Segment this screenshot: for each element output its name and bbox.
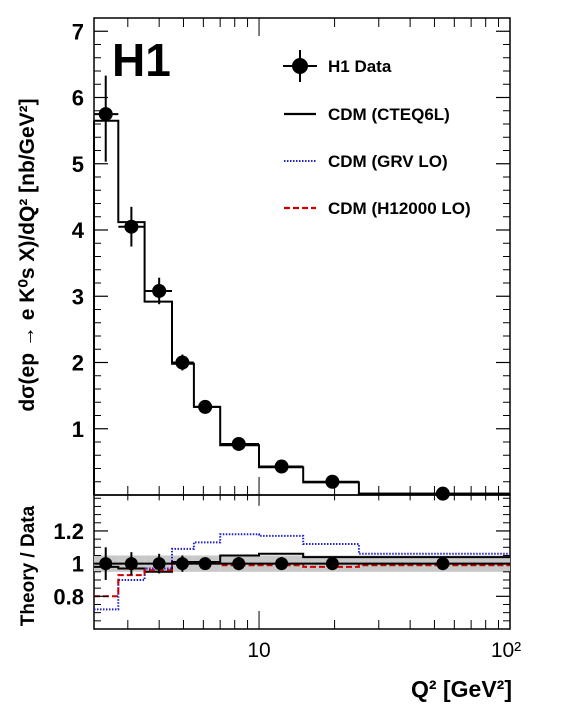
ratio-point-1 [124, 557, 138, 571]
xtick-label-1: 10² [491, 639, 521, 662]
ratio-ytick-label-1: 1 [72, 552, 84, 577]
data-point-0 [98, 107, 113, 122]
ratio-point-7 [325, 557, 339, 571]
axis-ticks [94, 18, 511, 629]
top-ytick-label-4: 4 [72, 218, 85, 243]
h1-logo: H1 [112, 34, 171, 86]
data-point-2 [152, 283, 167, 298]
data-point-5 [231, 436, 246, 451]
legend-label-grv: CDM (GRV LO) [328, 152, 448, 171]
ratio-ytick-label-0: 0.8 [53, 584, 84, 609]
top-ytick-label-2: 2 [72, 351, 84, 376]
data-point-8 [435, 486, 450, 501]
legend-label-h12000: CDM (H12000 LO) [328, 199, 471, 218]
xtick-label-0: 10 [247, 639, 270, 662]
ratio-data-points [94, 547, 510, 580]
top-y-axis-label: dσ(ep → e K⁰s X)/dQ² [nb/GeV²] [16, 98, 39, 411]
legend-data-marker [292, 58, 308, 74]
top-ytick-label-5: 5 [72, 152, 84, 177]
cteq6l-histogram [93, 119, 510, 495]
ratio-point-8 [436, 557, 450, 571]
legend-label-cteq6l: CDM (CTEQ6L) [328, 105, 450, 124]
top-panel-frame [93, 17, 511, 496]
ratio-point-5 [232, 557, 246, 571]
ratio-point-6 [275, 557, 289, 571]
data-point-1 [124, 219, 139, 234]
data-point-7 [325, 474, 340, 489]
x-axis-label: Q² [GeV²] [411, 676, 512, 702]
data-point-4 [198, 399, 213, 414]
h1-data-points [94, 75, 510, 501]
ratio-y-axis-label: Theory / Data [18, 505, 39, 626]
legend: H1 Data CDM (CTEQ6L) CDM (GRV LO) CDM (H… [283, 50, 471, 218]
legend-label-h1-data: H1 Data [328, 57, 392, 76]
top-ytick-label-6: 6 [72, 86, 84, 111]
ratio-point-3 [175, 557, 189, 571]
ratio-ytick-label-2: 1.2 [53, 519, 84, 544]
data-point-6 [274, 459, 289, 474]
cteq6l-step-line [94, 119, 510, 495]
ratio-point-2 [152, 557, 166, 571]
ratio-point-4 [198, 557, 212, 571]
top-ytick-label-1: 1 [72, 417, 84, 442]
axis-tick-labels: 1 2 3 4 5 6 7 0.8 1 1.2 10 10² [53, 19, 521, 662]
top-ytick-label-3: 3 [72, 284, 84, 309]
top-ytick-label-7: 7 [72, 19, 84, 44]
ratio-series-1 [94, 533, 510, 611]
data-point-3 [175, 355, 190, 370]
